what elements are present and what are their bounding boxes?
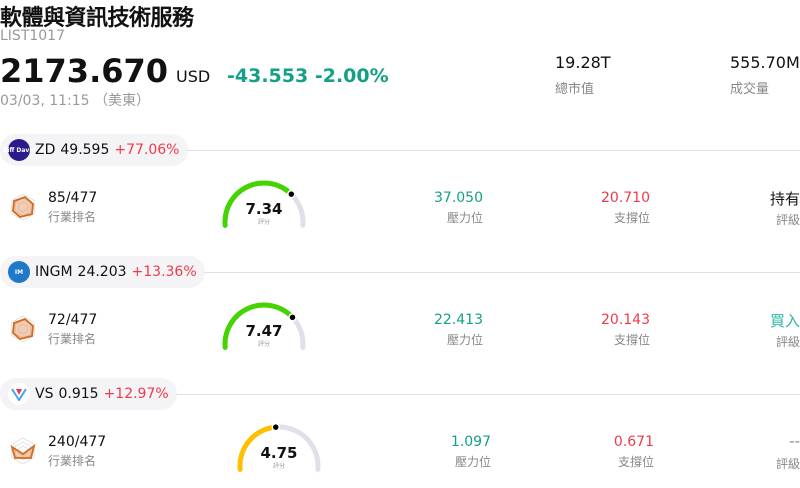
score-value: 7.47 bbox=[245, 322, 283, 340]
index-code: LIST1017 bbox=[0, 28, 65, 44]
resistance-label: 壓力位 bbox=[446, 211, 483, 225]
price-change: -43.553 -2.00% bbox=[227, 65, 389, 87]
page-title: 軟體與資訊技術服務 bbox=[0, 6, 194, 31]
company-logo-icon: Ziff Davis bbox=[3, 139, 35, 161]
support-value: 20.143 bbox=[601, 312, 650, 328]
stock-price: 0.915 bbox=[58, 386, 99, 402]
currency: USD bbox=[176, 67, 211, 86]
stock-price: 49.595 bbox=[60, 142, 110, 158]
index-price: 2173.670 bbox=[0, 52, 169, 90]
market-cap-label: 總市值 bbox=[555, 82, 595, 97]
volume-value: 555.70M bbox=[730, 53, 800, 72]
stock-symbol: INGM bbox=[35, 264, 73, 280]
support-value: 20.710 bbox=[601, 190, 650, 206]
stock-header-vs[interactable]: VS 0.915 +12.97% bbox=[0, 378, 177, 410]
rating-label: 評級 bbox=[775, 213, 800, 227]
stock-change: +12.97% bbox=[103, 386, 169, 402]
rating-value: 買入 bbox=[769, 312, 800, 330]
resistance-value: 22.413 bbox=[434, 312, 483, 328]
logo-text: Ziff Davis bbox=[3, 146, 35, 154]
stock-change: +77.06% bbox=[114, 142, 180, 158]
score-label: 評分 bbox=[272, 463, 285, 470]
resistance-label: 壓力位 bbox=[446, 333, 483, 347]
divider bbox=[176, 394, 800, 395]
gauge-fill bbox=[222, 180, 294, 228]
support-label: 支撐位 bbox=[613, 211, 650, 225]
score-value: 7.34 bbox=[245, 200, 283, 218]
market-cap-value: 19.28T bbox=[555, 53, 611, 72]
change-percent: -2.00% bbox=[314, 65, 389, 87]
gauge-marker bbox=[271, 422, 281, 432]
industry-rank: 240/477 bbox=[48, 434, 107, 450]
stock-change: +13.36% bbox=[131, 264, 197, 280]
stock-header-ingm[interactable]: IM INGM 24.203 +13.36% bbox=[0, 256, 205, 288]
rating-value: -- bbox=[789, 432, 800, 450]
radar-icon bbox=[8, 192, 38, 226]
stock-symbol: VS bbox=[35, 386, 54, 402]
company-logo-icon bbox=[8, 383, 30, 405]
gauge-fill bbox=[237, 424, 279, 472]
support-label: 支撐位 bbox=[617, 455, 654, 469]
support-label: 支撐位 bbox=[613, 333, 650, 347]
stock-symbol: ZD bbox=[35, 142, 56, 158]
stock-price: 24.203 bbox=[77, 264, 127, 280]
radar-icon bbox=[8, 314, 38, 348]
support-value: 0.671 bbox=[613, 434, 654, 450]
divider bbox=[186, 150, 800, 151]
score-value: 4.75 bbox=[260, 444, 298, 462]
divider bbox=[204, 272, 800, 273]
radar-icon bbox=[8, 436, 38, 470]
change-value: -43.553 bbox=[227, 65, 309, 87]
gauge-marker bbox=[287, 189, 296, 199]
rating-label: 評級 bbox=[775, 335, 800, 349]
industry-rank-label: 行業排名 bbox=[48, 454, 97, 468]
resistance-label: 壓力位 bbox=[454, 455, 491, 469]
industry-rank: 72/477 bbox=[48, 312, 98, 328]
rating-value: 持有 bbox=[769, 190, 800, 208]
volume-label: 成交量 bbox=[730, 82, 770, 97]
logo-text: IM bbox=[14, 268, 24, 276]
score-label: 評分 bbox=[257, 219, 270, 226]
gauge-marker bbox=[288, 313, 297, 322]
resistance-value: 37.050 bbox=[434, 190, 483, 206]
industry-rank-label: 行業排名 bbox=[48, 332, 97, 346]
stock-header-zd[interactable]: Ziff Davis ZD 49.595 +77.06% bbox=[0, 134, 188, 166]
score-label: 評分 bbox=[257, 341, 270, 348]
gauge-fill bbox=[222, 302, 295, 350]
rating-label: 評級 bbox=[775, 457, 800, 471]
resistance-value: 1.097 bbox=[450, 434, 491, 450]
industry-rank-label: 行業排名 bbox=[48, 210, 97, 224]
industry-rank: 85/477 bbox=[48, 190, 98, 206]
company-logo-icon: IM bbox=[8, 261, 30, 283]
timestamp: 03/03, 11:15 （美東） bbox=[0, 93, 151, 109]
